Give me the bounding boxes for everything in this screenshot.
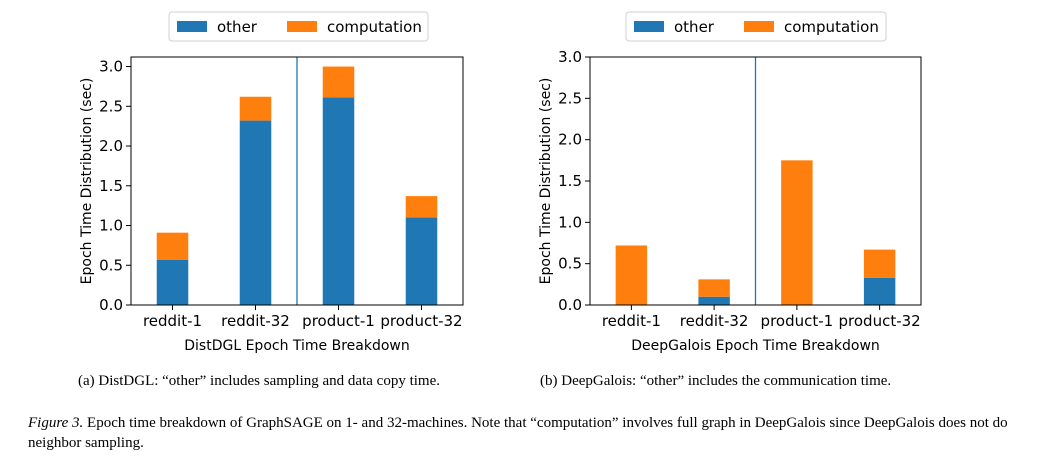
x-tick-label: reddit-32 — [221, 312, 290, 330]
y-axis-label: Epoch Time Distribution (sec) — [79, 78, 95, 285]
bar-other-product-32 — [863, 277, 896, 305]
x-tick-label: reddit-1 — [143, 312, 202, 330]
bar-computation-reddit-32 — [698, 279, 730, 297]
bar-computation-reddit-32 — [239, 96, 272, 121]
legend-label-other: other — [217, 18, 258, 36]
x-tick-label: product-1 — [761, 312, 834, 330]
bar-computation-reddit-1 — [615, 245, 648, 305]
y-tick-label: 2.0 — [99, 137, 123, 155]
bar-other-reddit-32 — [239, 120, 272, 305]
bar-other-reddit-32 — [698, 296, 730, 305]
figure-caption: Figure 3. Epoch time breakdown of GraphS… — [28, 413, 1038, 453]
y-tick-label: 0.0 — [558, 296, 582, 314]
chart-distdgl: 0.0 0.5 1.0 1.5 2.0 2.5 3.0 reddit-1 reddit-32 pr… — [79, 11, 464, 354]
bar-other-product-1 — [322, 97, 355, 305]
y-tick-label: 0.5 — [558, 255, 582, 273]
legend-label-other: other — [674, 18, 715, 36]
legend-label-computation: computation — [327, 18, 422, 36]
y-tick-label: 1.5 — [99, 177, 123, 195]
bar-other-product-32 — [405, 217, 438, 305]
bar-computation-product-32 — [405, 196, 438, 218]
legend-label-computation: computation — [784, 18, 879, 36]
bar-computation-product-32 — [863, 249, 896, 278]
y-tick-label: 3.0 — [558, 48, 582, 66]
legend-swatch-computation — [744, 21, 774, 32]
y-tick-label: 2.0 — [558, 131, 582, 149]
figure-charts: 0.0 0.5 1.0 1.5 2.0 2.5 3.0 reddit-1 reddit-32 pr… — [79, 11, 922, 354]
plot-frame — [130, 56, 464, 306]
y-tick-label: 2.5 — [558, 89, 582, 107]
y-tick-label: 0.0 — [99, 296, 123, 314]
figure-caption-text: Epoch time breakdown of GraphSAGE on 1- … — [28, 415, 1008, 451]
y-tick-label: 2.5 — [99, 97, 123, 115]
bar-other-reddit-1 — [156, 259, 189, 305]
caption-deepgalois: (b) DeepGalois: “other” includes the com… — [540, 373, 892, 389]
bar-computation-product-1 — [322, 66, 355, 98]
x-tick-label: reddit-1 — [602, 312, 661, 330]
legend: other computation — [625, 11, 887, 42]
bar-computation-reddit-1 — [156, 232, 189, 260]
y-tick-label: 0.5 — [99, 256, 123, 274]
x-tick-label: product-32 — [380, 312, 462, 330]
y-tick-label: 1.0 — [99, 217, 123, 235]
caption-distdgl: (a) DistDGL: “other” includes sampling a… — [78, 373, 440, 389]
y-tick-label: 1.5 — [558, 172, 582, 190]
chart-deepgalois: 0.0 0.5 1.0 1.5 2.0 2.5 3.0 reddit-1 reddit-32 pr… — [538, 11, 922, 354]
figure-caption-label: Figure 3. — [28, 415, 84, 431]
y-tick-label: 3.0 — [99, 58, 123, 76]
legend-swatch-computation — [287, 21, 317, 32]
x-tick-label: reddit-32 — [680, 312, 749, 330]
x-tick-label: product-32 — [839, 312, 921, 330]
x-axis-label: DeepGalois Epoch Time Breakdown — [631, 338, 880, 354]
legend: other computation — [168, 11, 429, 42]
legend-swatch-other — [177, 21, 207, 32]
x-axis-label: DistDGL Epoch Time Breakdown — [184, 338, 410, 354]
bar-computation-product-1 — [781, 160, 813, 305]
y-tick-label: 1.0 — [558, 213, 582, 231]
legend-swatch-other — [634, 21, 664, 32]
x-tick-label: product-1 — [302, 312, 375, 330]
y-axis-label: Epoch Time Distribution (sec) — [538, 78, 554, 285]
